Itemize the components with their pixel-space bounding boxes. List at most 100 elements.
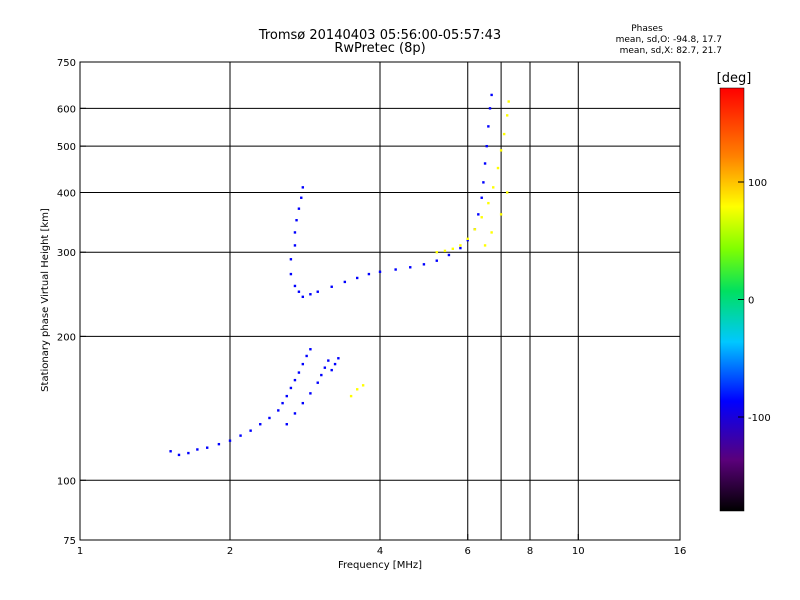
data-point: [301, 186, 305, 189]
data-point: [466, 238, 469, 242]
data-point: [337, 357, 340, 360]
chart-subtitle: RwPretec (8p): [334, 41, 425, 56]
data-point: [289, 258, 293, 261]
data-point: [409, 266, 412, 269]
data-point: [473, 228, 477, 231]
data-point: [309, 348, 312, 351]
data-point: [285, 423, 288, 426]
data-point: [459, 244, 462, 247]
data-point: [480, 196, 483, 199]
data-point: [492, 186, 495, 189]
x-tick-label: 4: [377, 546, 383, 557]
data-point: [177, 453, 181, 457]
data-point: [268, 416, 271, 420]
y-axis-label: Stationary phase Virtual Height [km]: [40, 208, 51, 392]
data-point: [378, 270, 382, 273]
grid-lines: [80, 62, 680, 540]
data-point: [187, 451, 190, 455]
axis-ticks: 1 2 4 6 8 10 16 75 100 200 300 400 500 600 750: [57, 58, 686, 557]
data-point: [435, 259, 438, 262]
data-point: [490, 231, 493, 234]
data-point: [499, 213, 503, 216]
data-point: [301, 401, 305, 405]
y-tick-label: 300: [57, 248, 76, 259]
data-point: [349, 394, 353, 398]
data-point: [281, 401, 284, 405]
data-point: [355, 388, 359, 391]
data-point: [301, 362, 305, 366]
data-point: [300, 196, 303, 199]
data-point: [297, 290, 301, 293]
data-point: [196, 448, 199, 451]
x-tick-label: 1: [77, 546, 83, 557]
stats-line-o: mean, sd,O: -94.8, 17.7: [616, 35, 722, 45]
data-point: [293, 412, 297, 415]
data-point: [228, 439, 232, 442]
plot-frame: [79, 61, 681, 541]
y-tick-label: 600: [57, 104, 76, 115]
y-tick-label: 100: [57, 476, 76, 487]
data-point: [289, 272, 293, 276]
data-point: [485, 144, 488, 148]
data-point: [505, 191, 509, 194]
data-point: [459, 246, 462, 250]
data-point: [330, 285, 333, 288]
data-point: [477, 213, 480, 216]
data-point: [327, 359, 330, 362]
data-point: [323, 366, 327, 369]
data-point: [483, 162, 487, 165]
data-point: [297, 371, 301, 374]
data-point: [488, 107, 492, 110]
data-point: [293, 244, 297, 247]
data-point: [239, 434, 242, 437]
data-point: [277, 409, 280, 412]
data-point: [422, 263, 426, 266]
data-point: [451, 247, 455, 250]
data-point: [285, 394, 288, 398]
data-point: [355, 276, 359, 280]
x-tick-label: 16: [674, 546, 687, 557]
data-point: [205, 446, 209, 449]
data-points: [169, 93, 510, 457]
y-tick-label: 750: [57, 58, 76, 69]
data-point: [309, 293, 312, 296]
data-point: [293, 284, 297, 288]
data-point: [293, 378, 297, 382]
colorbar-ticks: 100 0 -100: [738, 178, 771, 424]
y-tick-label: 200: [57, 332, 76, 343]
data-point: [480, 216, 483, 219]
data-point: [367, 272, 371, 276]
data-point: [361, 384, 365, 387]
data-point: [499, 149, 503, 152]
y-tick-label: 500: [57, 142, 76, 153]
data-point: [447, 253, 451, 257]
data-point: [496, 166, 500, 170]
data-point: [316, 381, 319, 384]
x-tick-label: 8: [527, 546, 533, 557]
data-point: [295, 219, 298, 222]
data-point: [330, 368, 333, 372]
data-point: [320, 373, 323, 377]
colorbar-label: [deg]: [717, 71, 752, 86]
data-point: [482, 181, 485, 184]
data-point: [394, 268, 397, 271]
data-point: [466, 237, 469, 241]
data-point: [435, 251, 438, 254]
colorbar-tick-label: 100: [748, 178, 767, 189]
data-point: [505, 114, 509, 117]
data-point: [305, 354, 308, 358]
data-point: [333, 362, 337, 366]
data-point: [502, 132, 506, 136]
x-tick-label: 2: [227, 546, 233, 557]
data-point: [289, 386, 293, 390]
data-point: [297, 207, 301, 210]
chart-title: Tromsø 20140403 05:56:00-05:57:43: [258, 28, 501, 43]
data-point: [309, 392, 312, 395]
data-point: [301, 295, 305, 299]
y-tick-label: 400: [57, 188, 76, 199]
data-point: [249, 429, 252, 432]
x-tick-label: 6: [465, 546, 471, 557]
data-point: [483, 244, 487, 247]
x-axis-label: Frequency [MHz]: [338, 560, 422, 571]
